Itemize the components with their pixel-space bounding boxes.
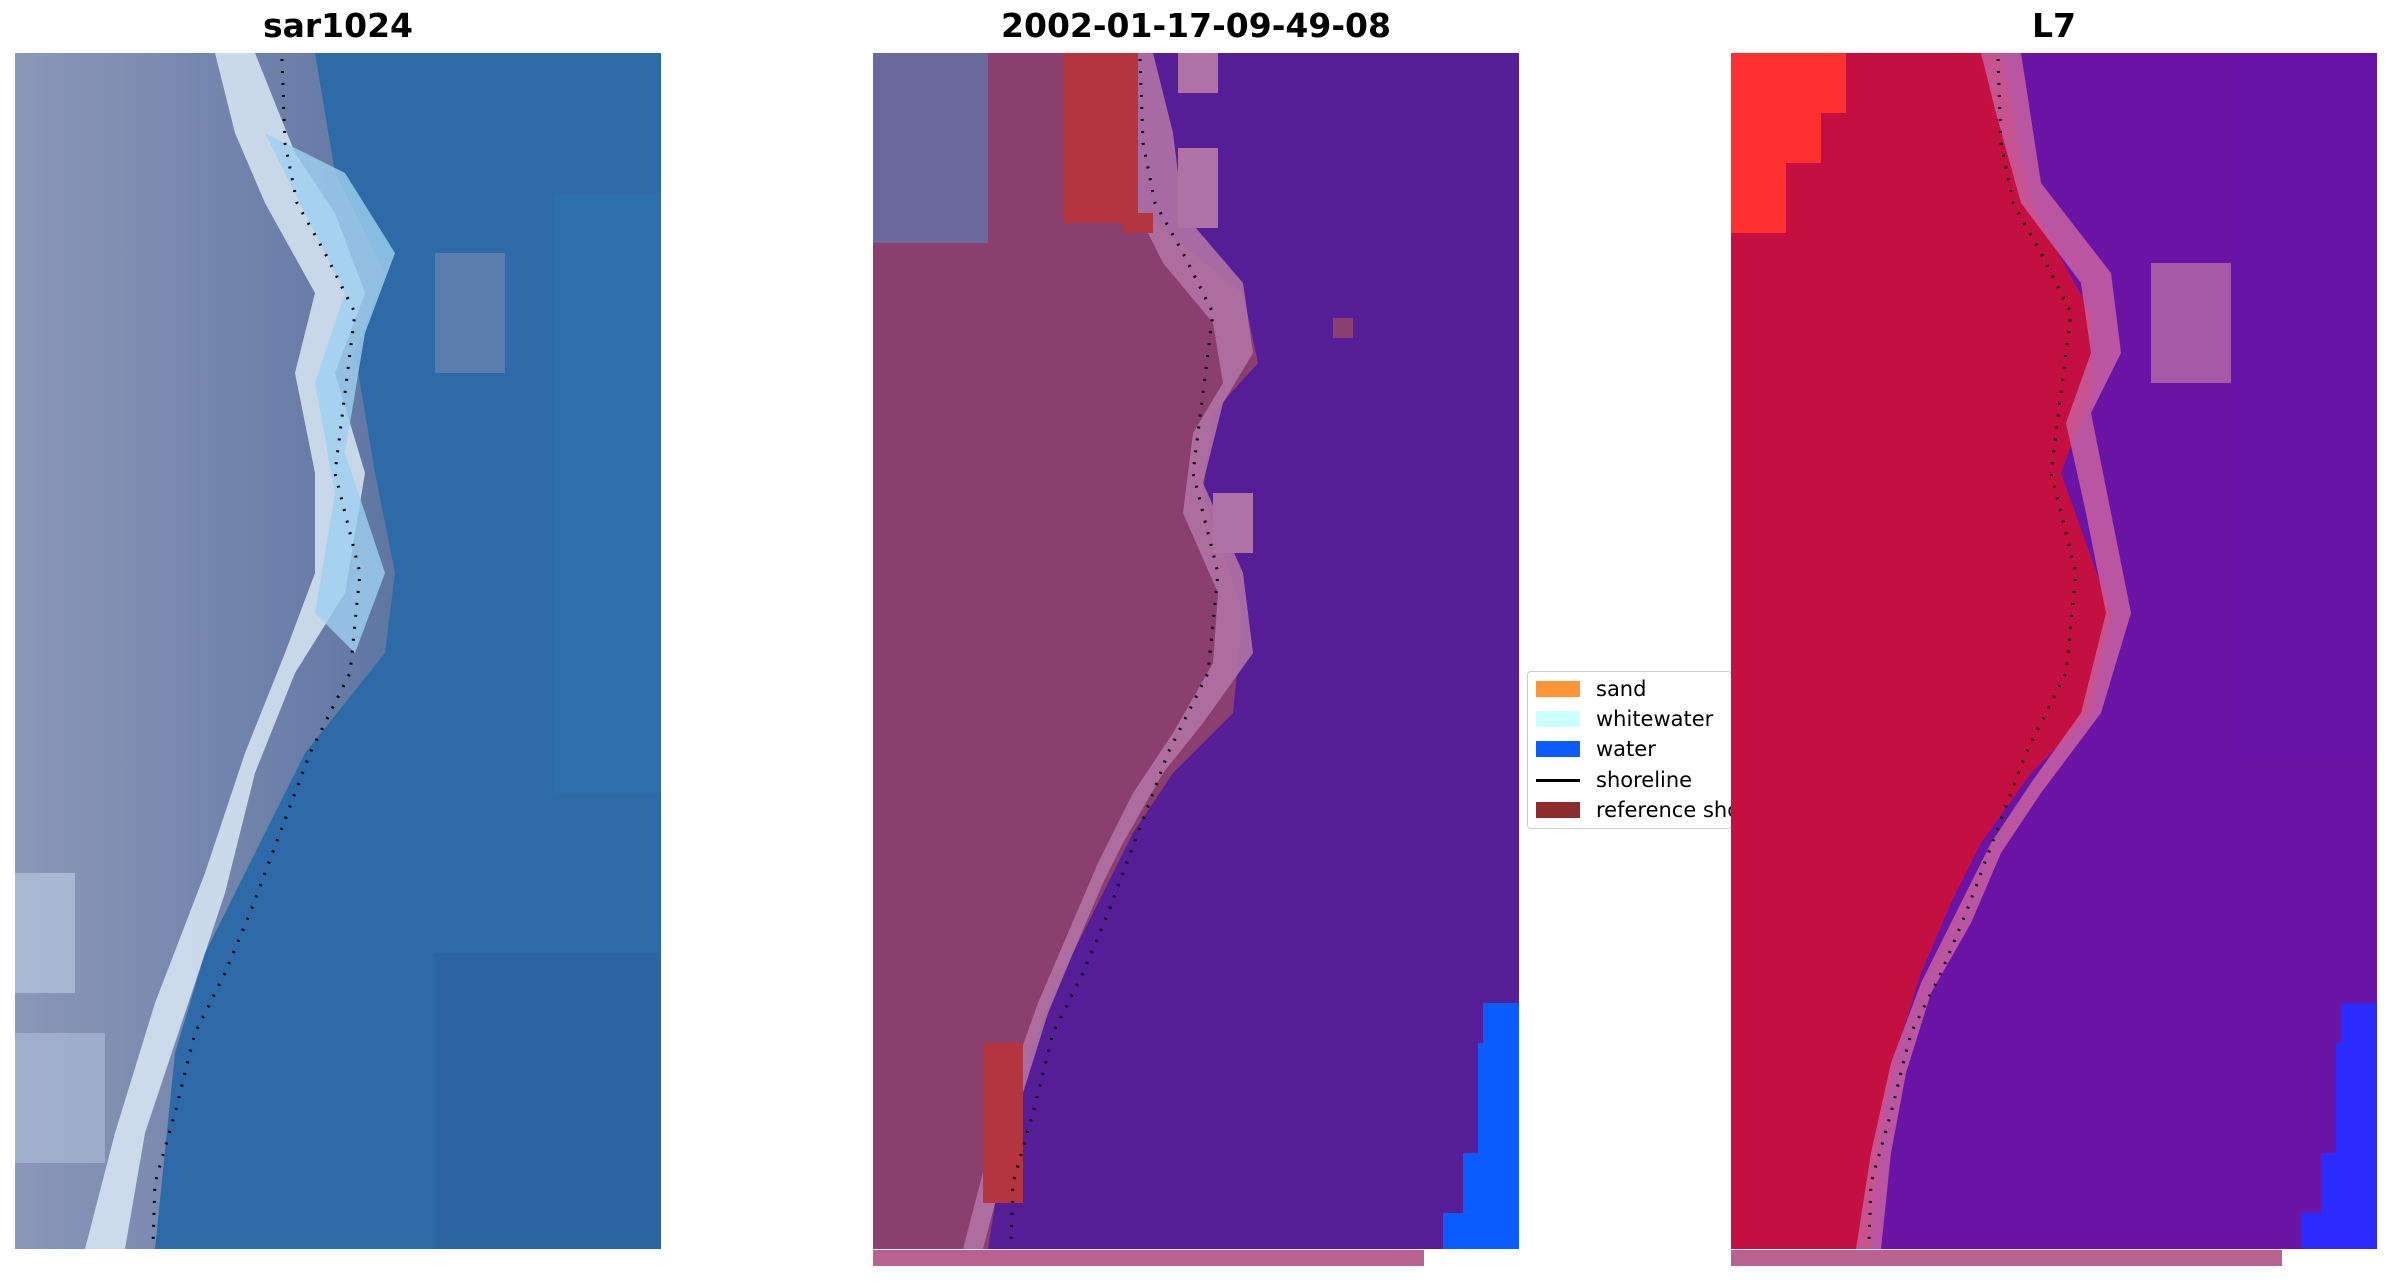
legend-item-water: water bbox=[1536, 735, 1656, 763]
bottom-color-strip bbox=[1731, 1250, 2282, 1266]
shoreline-swatch bbox=[1536, 778, 1580, 782]
legend-item-whitewater: whitewater bbox=[1536, 705, 1713, 733]
sand-swatch bbox=[1536, 681, 1580, 697]
water-swatch bbox=[1536, 741, 1580, 757]
legend: sand whitewater water shoreline referenc… bbox=[1527, 671, 1732, 829]
legend-item-reference-shoreline: reference shoreline bbox=[1536, 796, 1731, 824]
reference-shoreline-swatch bbox=[1536, 802, 1580, 818]
mndwi-image bbox=[1731, 53, 2377, 1249]
panel-title-index: L7 bbox=[2032, 6, 2076, 45]
bottom-color-strip bbox=[873, 1250, 1424, 1266]
rgb-satellite-image bbox=[15, 53, 661, 1249]
panel-title-classified: 2002-01-17-09-49-08 bbox=[1001, 6, 1391, 45]
panel-title-rgb: sar1024 bbox=[262, 6, 414, 45]
legend-item-shoreline: shoreline bbox=[1536, 766, 1692, 794]
classified-image-overlay bbox=[873, 53, 1519, 1249]
legend-item-sand: sand bbox=[1536, 675, 1646, 703]
whitewater-swatch bbox=[1536, 711, 1580, 727]
